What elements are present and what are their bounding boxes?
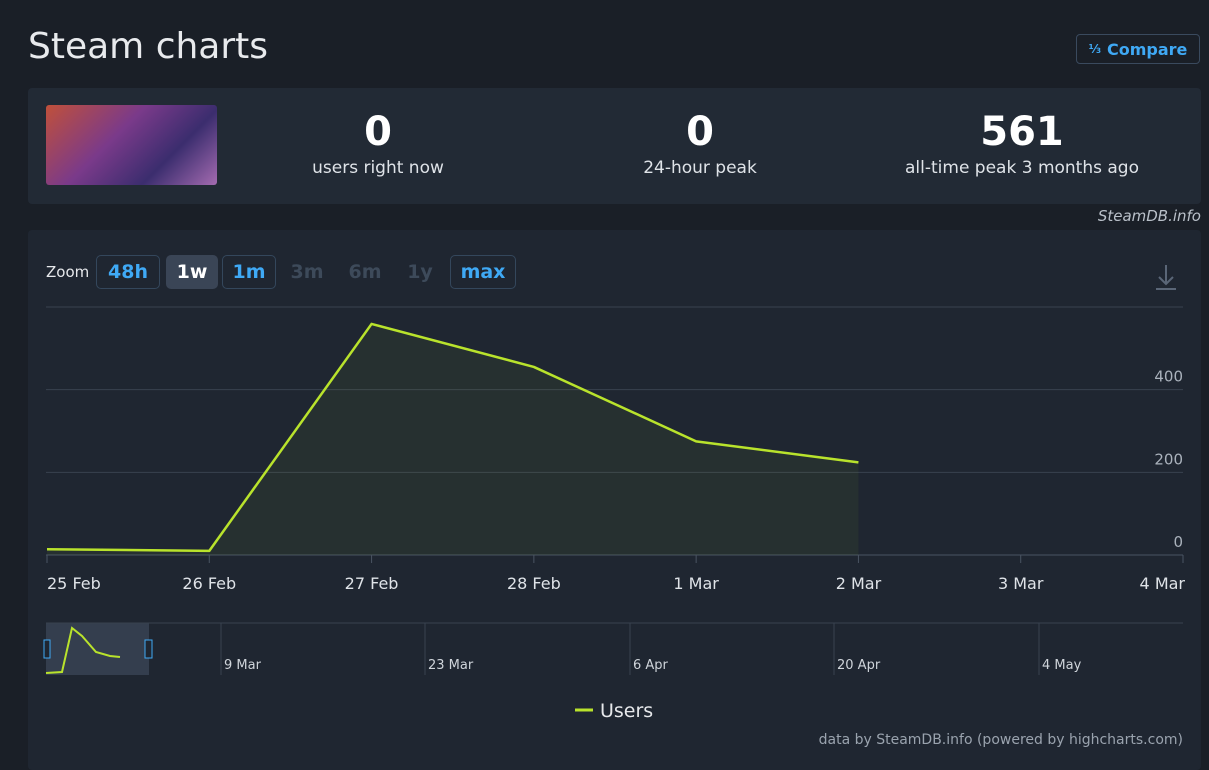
stat: 0 users right now [218,108,538,178]
navigator-label: 23 Mar [428,658,474,673]
zoom-button[interactable]: 1m [222,255,276,289]
compare-label: Compare [1107,39,1188,59]
credits: data by SteamDB.info (powered by highcha… [819,732,1183,748]
x-tick-label: 28 Feb [507,574,561,593]
source-link[interactable]: SteamDB.info [1097,207,1201,225]
x-tick-label: 26 Feb [182,574,236,593]
navigator-handle[interactable] [43,639,51,659]
stats-panel: 0 users right now 0 24-hour peak 561 all-ti… [28,88,1201,204]
navigator-label: 20 Apr [837,658,881,673]
navigator-label: 4 May [1042,658,1082,673]
navigator-series [45,626,121,674]
navigator-label: 9 Mar [224,658,262,673]
stat: 0 24-hour peak [540,108,860,178]
zoom-button: 3m [290,261,324,283]
y-tick-label: 0 [1173,533,1183,551]
page-title: Steam charts [28,26,269,67]
x-tick-label: 27 Feb [345,574,399,593]
x-tick-label: 3 Mar [998,574,1044,593]
zoom-button[interactable]: max [450,255,516,289]
stat-value: 561 [980,109,1064,155]
zoom-button: 6m [348,261,382,283]
legend-label[interactable]: Users [600,700,653,722]
x-tick-label: 2 Mar [836,574,882,593]
stat-label: users right now [312,158,444,178]
stat-value: 0 [364,109,392,155]
compare-icon: ⅓ [1088,42,1101,56]
navigator-label: 6 Apr [633,658,669,673]
series-area [47,323,859,555]
zoom-button: 1y [407,261,433,283]
download-icon[interactable] [1156,265,1176,290]
stat-value: 0 [686,109,714,155]
zoom-label: Zoom [46,263,90,281]
y-tick-label: 200 [1154,450,1183,468]
chart-panel [28,230,1201,770]
stat: 561 all-time peak 3 months ago [862,108,1182,178]
x-tick-label: 1 Mar [673,574,719,593]
compare-button[interactable]: ⅓ Compare [1076,34,1200,64]
y-tick-label: 400 [1154,368,1183,386]
zoom-button[interactable]: 1w [166,255,218,289]
series-line [46,322,859,553]
x-tick-label: 4 Mar [1140,574,1186,593]
navigator-mask [46,623,149,675]
stat-label: all-time peak 3 months ago [905,158,1139,178]
stat-label: 24-hour peak [643,158,757,178]
zoom-button[interactable]: 48h [96,255,160,289]
x-tick-label: 25 Feb [47,574,101,593]
navigator-handle[interactable] [144,639,153,659]
icon-stroke [1158,276,1174,286]
game-image [46,105,217,185]
